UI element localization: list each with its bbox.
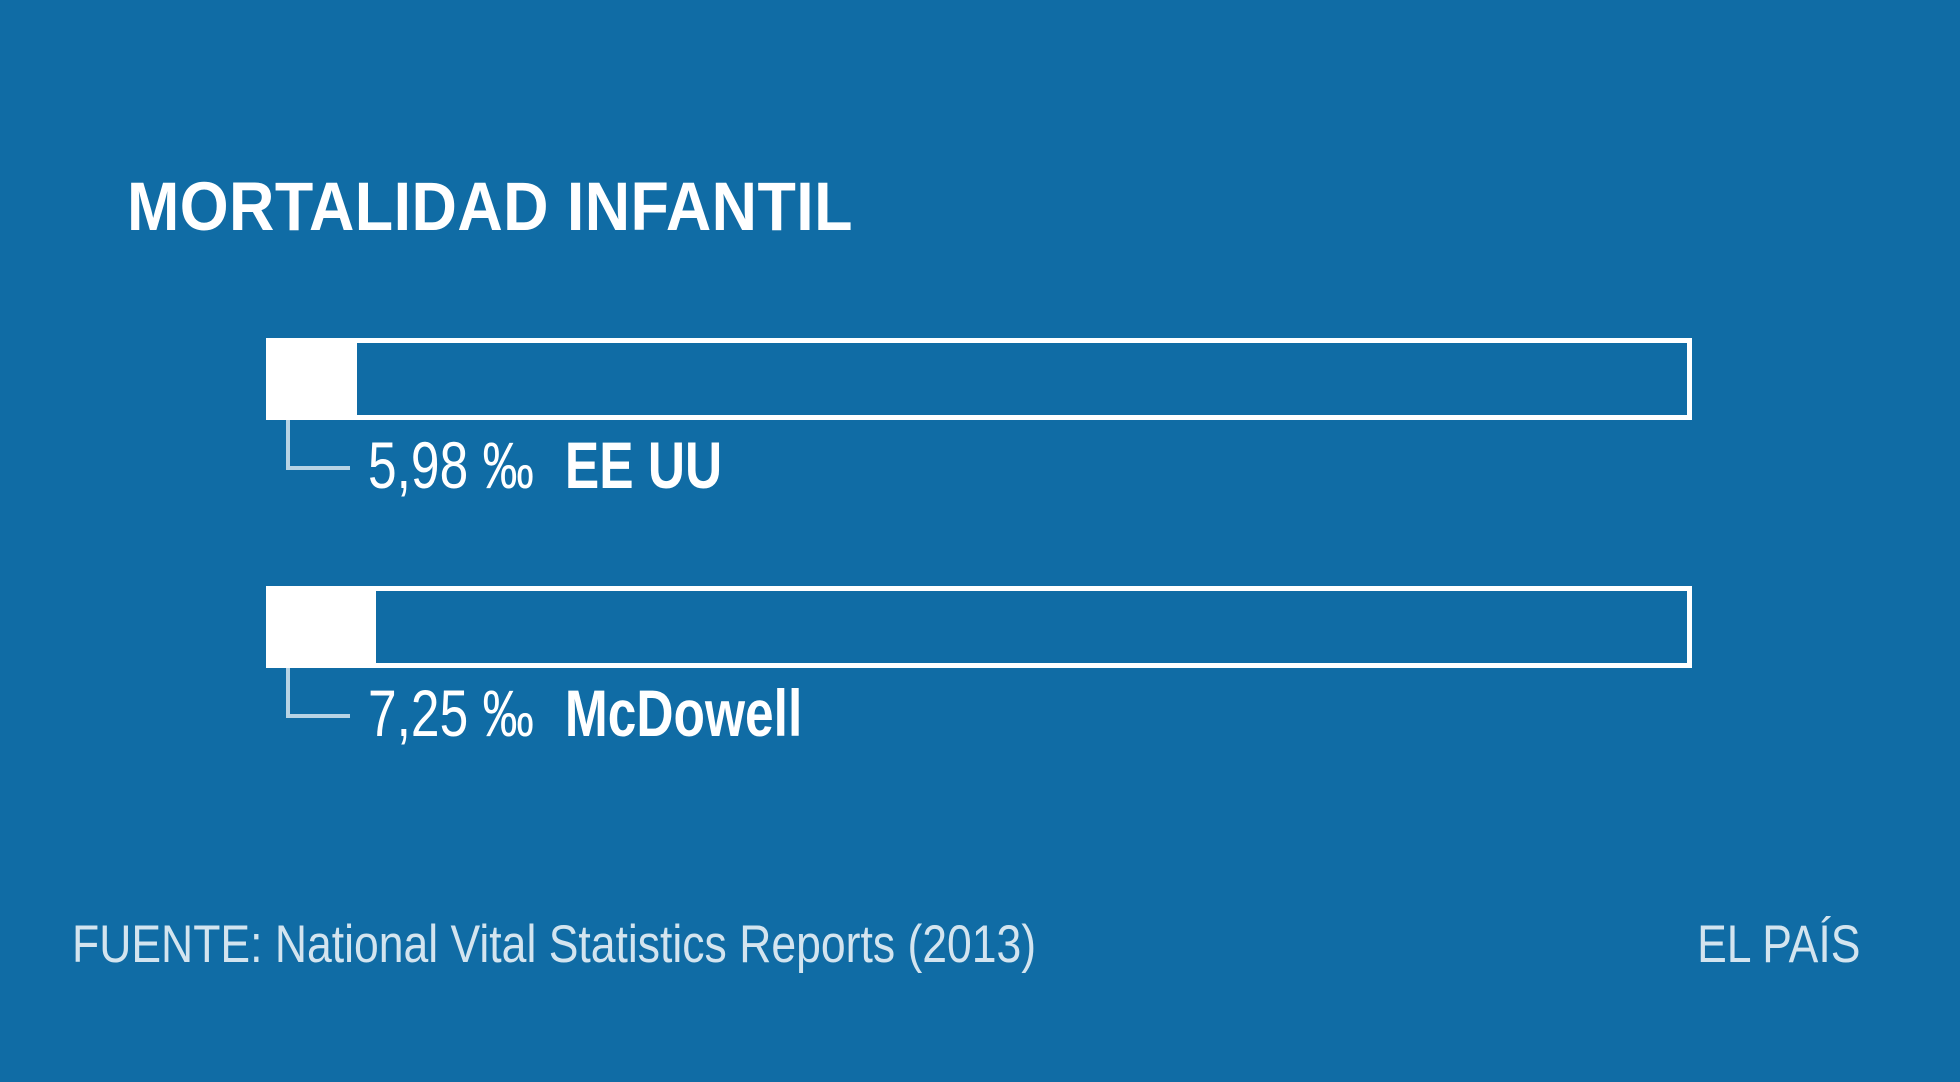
bar-fill bbox=[266, 586, 376, 668]
bar-label-text: 7,25 ‰ McDowell bbox=[368, 680, 802, 746]
bar-track bbox=[266, 586, 1692, 668]
page-title-text: MORTALIDAD INFANTIL bbox=[127, 168, 853, 246]
connector-line bbox=[286, 419, 350, 470]
bar-label-text: 5,98 ‰ EE UU bbox=[368, 432, 722, 498]
brand-logo-text: EL PAÍS bbox=[1696, 915, 1860, 974]
bar-fill bbox=[266, 338, 357, 420]
category-label: EE UU bbox=[564, 428, 723, 502]
brand-logo: EL PAÍS bbox=[1666, 918, 1860, 971]
source-note-text: FUENTE: National Vital Statistics Report… bbox=[72, 915, 1037, 974]
connector-line bbox=[286, 667, 350, 718]
bar-row-mcdowell: 7,25 ‰ McDowell bbox=[266, 586, 1692, 746]
value-label: 5,98 ‰ bbox=[368, 428, 534, 502]
bar-label: 5,98 ‰ EE UU bbox=[368, 432, 822, 498]
source-note: FUENTE: National Vital Statistics Report… bbox=[72, 918, 1220, 971]
category-label: McDowell bbox=[564, 676, 803, 750]
value-label: 7,25 ‰ bbox=[368, 676, 534, 750]
bar-track bbox=[266, 338, 1692, 420]
bar-label: 7,25 ‰ McDowell bbox=[368, 680, 925, 746]
bar-row-eeuu: 5,98 ‰ EE UU bbox=[266, 338, 1692, 498]
page-title: MORTALIDAD INFANTIL bbox=[127, 172, 925, 241]
